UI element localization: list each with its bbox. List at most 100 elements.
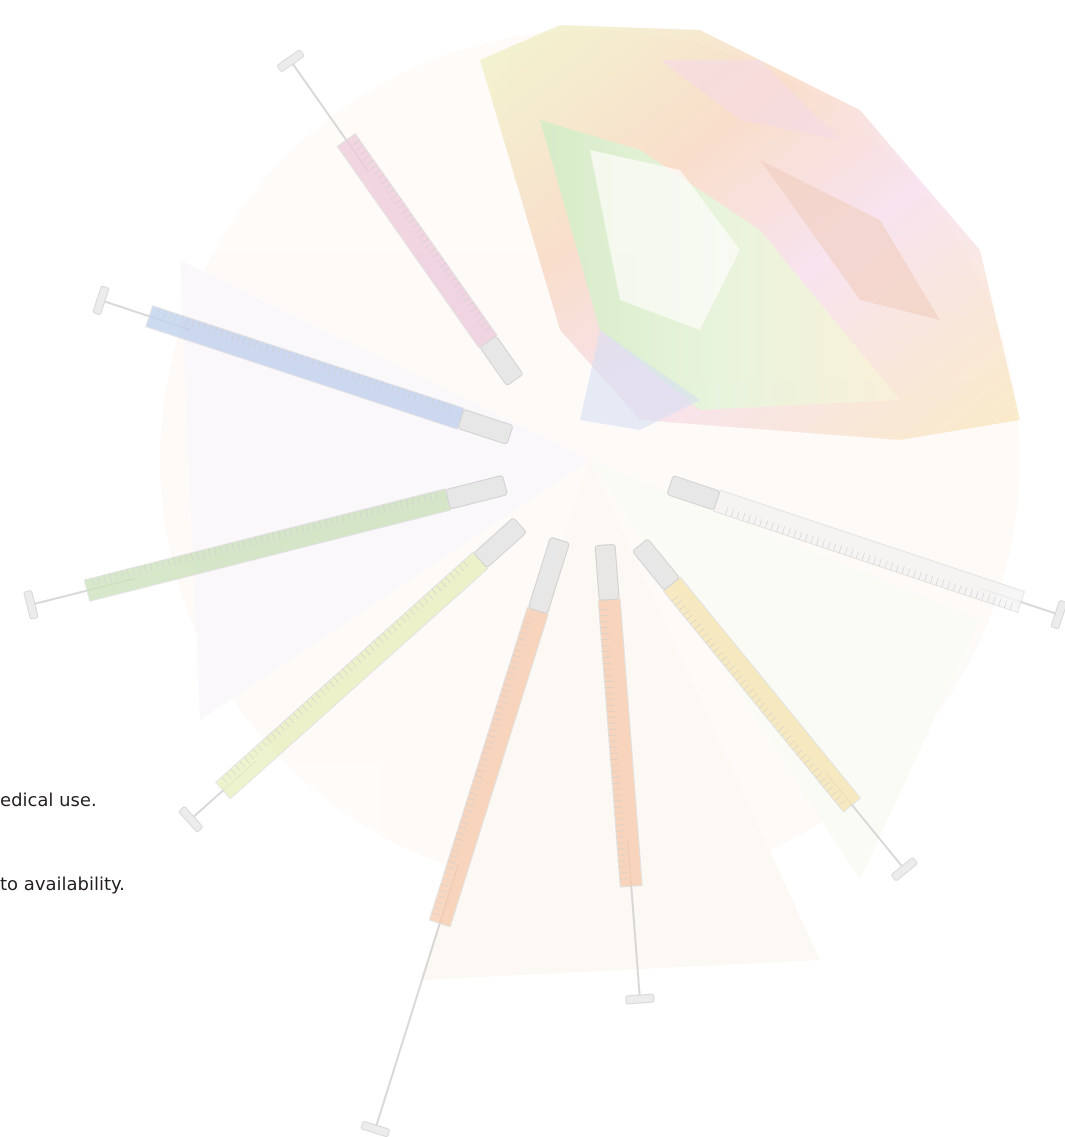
scale-tick (838, 545, 842, 554)
scale-tick (821, 539, 825, 548)
scale-tick (603, 674, 613, 677)
scale-tick (796, 749, 804, 755)
scale-tick (431, 588, 438, 596)
scale-tick (701, 633, 709, 639)
scale-tick (382, 504, 386, 513)
scale-tick (260, 535, 264, 544)
scale-tick (317, 360, 321, 369)
scale-tick (275, 728, 281, 736)
scale-tick (907, 568, 911, 576)
scale-tick (347, 513, 351, 522)
scale-tick (360, 652, 366, 660)
hub (457, 409, 513, 445)
scale-tick (438, 889, 447, 893)
scale-tick (467, 301, 474, 308)
scale-tick (608, 728, 617, 730)
scale-tick (716, 651, 724, 658)
scale-tick (766, 712, 773, 718)
scale-tick (436, 584, 442, 592)
scale-tick (208, 325, 212, 333)
scale-tick (221, 776, 228, 784)
scale-tick (411, 223, 419, 229)
scale-tick (460, 820, 469, 824)
knob (360, 1121, 390, 1137)
scale-tick (602, 656, 611, 659)
scale-tick (686, 614, 694, 620)
scale-tick (391, 193, 398, 200)
scale-tick (425, 243, 433, 249)
scale-tick (487, 734, 496, 738)
scale-tick (490, 723, 499, 727)
scale-tick (671, 595, 678, 602)
scale-tick (615, 818, 624, 820)
scale-tick (844, 547, 848, 555)
knob (277, 49, 305, 72)
hub (528, 537, 570, 614)
scale-tick (603, 662, 612, 665)
knob (625, 993, 655, 1005)
scale-tick (617, 854, 626, 856)
scale-tick (827, 541, 831, 550)
scale-tick (730, 509, 734, 518)
scale-tick (434, 491, 438, 500)
scale-tick (440, 580, 447, 588)
scale-tick (690, 619, 697, 625)
scale-tick (400, 616, 407, 624)
scale-tick (465, 803, 474, 807)
scale-tick (442, 401, 446, 410)
scale-tick (353, 511, 357, 520)
syringe (632, 539, 918, 881)
scale-tick (197, 321, 201, 330)
scale-tick (826, 786, 834, 793)
scale-tick (225, 330, 229, 339)
scale-tick (271, 345, 275, 354)
scale-tick (705, 637, 713, 644)
scale-tick (439, 262, 447, 268)
scale-tick (603, 668, 612, 671)
diamond (480, 25, 1020, 440)
scale-tick (168, 311, 172, 320)
scale-tick (362, 375, 366, 384)
scale-tick (478, 763, 487, 767)
scale-tick (356, 144, 364, 150)
scale-tick (480, 321, 488, 327)
scale-tick (266, 533, 269, 542)
scale-tick (411, 497, 415, 505)
scale-tick (157, 308, 161, 316)
text-line: to availability. (0, 874, 125, 895)
scale-tick (606, 710, 615, 712)
scale-tick (433, 906, 442, 910)
scale-tick (604, 680, 613, 682)
scale-tick (742, 513, 746, 521)
scale-tick (769, 716, 777, 723)
scale-tick (446, 272, 454, 278)
scale-tick (770, 522, 774, 531)
scale-tick (838, 800, 845, 806)
scale-tick (369, 644, 375, 652)
scale-tick (451, 849, 460, 853)
scale-tick (408, 390, 412, 399)
scale-tick (351, 660, 357, 668)
scale-tick (397, 203, 405, 209)
scale-tick (517, 637, 526, 641)
scale-tick (366, 159, 374, 165)
scale-tick (975, 590, 979, 599)
scale-tick (272, 532, 275, 541)
scale-tick (219, 545, 223, 554)
scale-tick (427, 592, 433, 600)
scale-tick (415, 228, 423, 234)
scale-tick (243, 539, 246, 548)
scale-tick (619, 878, 628, 880)
scale-tick (599, 614, 608, 617)
scale-tick (819, 777, 826, 783)
scale-tick (248, 538, 252, 547)
scale-tick (614, 806, 623, 808)
scale-tick (265, 343, 269, 352)
scale-tick (384, 184, 392, 190)
scale-tick (816, 537, 820, 546)
scale-tick (208, 548, 211, 557)
scale-tick (368, 377, 372, 386)
scale-tick (724, 660, 732, 667)
scale-tick (239, 760, 246, 768)
